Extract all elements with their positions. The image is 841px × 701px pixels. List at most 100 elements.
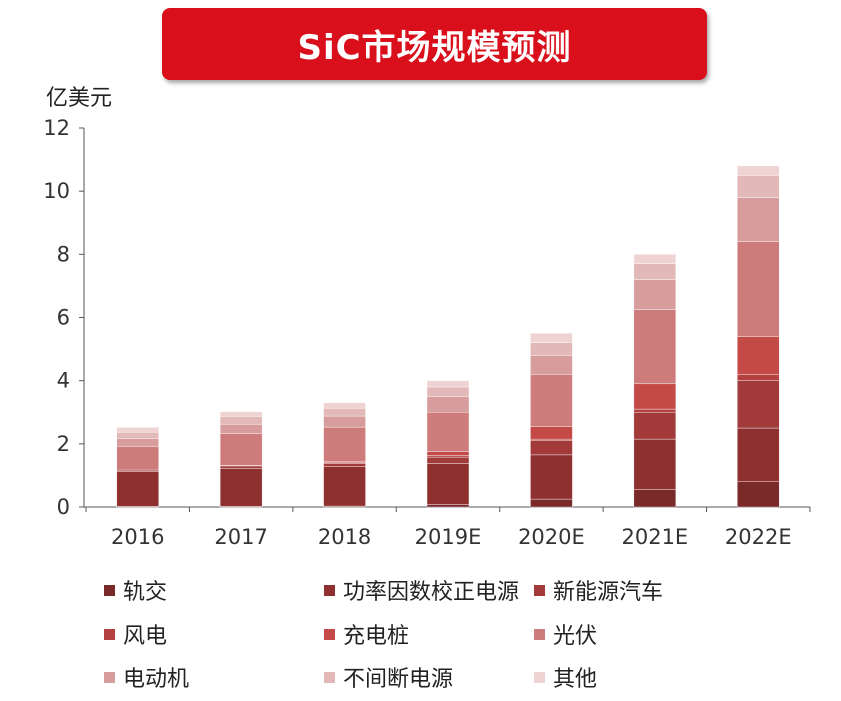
bar-segment-1 (737, 481, 780, 508)
bar-segment-2 (219, 468, 263, 507)
bar-segment-1 (426, 504, 470, 508)
bar-segment-7 (219, 424, 263, 434)
legend-label: 光伏 (553, 624, 598, 649)
chart-title: SiC市场规模预测 (297, 27, 572, 68)
legend-label: 不间断电源 (343, 667, 454, 692)
legend-item: 风电 (104, 618, 167, 650)
bar-segment-6 (219, 433, 263, 466)
bar-segment-6 (530, 374, 573, 427)
legend-label: 风电 (123, 624, 168, 649)
bar-segment-7 (530, 355, 573, 375)
y-tick-label: 0 (57, 495, 70, 519)
bar-segment-7 (633, 279, 677, 310)
chart-legend: 轨交 功率因数校正电源 新能源汽车风电 充电桩 光伏电动机 不间断电源 其他 (104, 566, 804, 696)
bar-segment-3 (116, 469, 159, 472)
x-tick-label: 2021E (621, 525, 688, 549)
bar-segment-2 (323, 466, 366, 507)
bar-segment-5 (737, 336, 780, 375)
x-tick-label: 2017 (214, 525, 267, 549)
bar-segment-1 (633, 489, 677, 508)
legend-label: 充电桩 (343, 624, 410, 649)
bar-segment-8 (323, 407, 366, 417)
x-tick-label: 2016 (111, 525, 164, 549)
bar-segment-4 (426, 455, 470, 458)
bar-segment-3 (530, 440, 573, 456)
legend-label: 其他 (553, 667, 598, 692)
bar-segment-8 (116, 431, 159, 439)
bar-segment-7 (323, 415, 366, 428)
legend-item: 轨交 (104, 574, 167, 606)
y-axis-unit-label: 亿美元 (46, 86, 113, 111)
bar-segment-2 (426, 463, 470, 505)
bar-segment-5 (426, 451, 470, 456)
bar-segment-9 (323, 402, 366, 409)
bar-segment-2 (633, 438, 677, 490)
bar-segment-4 (530, 438, 573, 441)
y-tick-label: 4 (57, 369, 70, 393)
x-tick-label: 2018 (318, 525, 371, 549)
legend-label: 电动机 (123, 667, 190, 692)
bar-segment-3 (737, 380, 780, 429)
bar-segment-7 (737, 197, 780, 242)
title-banner: SiC市场规模预测 (162, 8, 707, 80)
x-tick-label: 2020E (518, 525, 585, 549)
legend-swatch (534, 584, 545, 596)
bar-segment-1 (530, 498, 573, 508)
legend-swatch (534, 671, 545, 683)
bar-segment-7 (116, 438, 159, 447)
legend-swatch (324, 628, 335, 640)
legend-item: 不间断电源 (324, 661, 453, 693)
bar-segment-8 (633, 263, 677, 280)
legend-label: 功率因数校正电源 (343, 580, 520, 605)
bar-segment-8 (219, 416, 263, 425)
bar-segment-3 (323, 463, 366, 467)
bar-segment-3 (633, 412, 677, 440)
bar-segment-3 (219, 465, 263, 469)
bar-segment-5 (530, 426, 573, 440)
bar-segment-6 (426, 412, 470, 452)
legend-swatch (324, 671, 335, 683)
bar-segment-5 (633, 383, 677, 410)
legend-label: 新能源汽车 (553, 580, 664, 605)
y-tick-label: 6 (57, 306, 70, 330)
x-tick-label: 2019E (415, 525, 482, 549)
bar-segment-9 (737, 165, 780, 176)
y-tick-label: 10 (43, 179, 70, 203)
bar-segment-9 (116, 427, 159, 433)
bar-segment-2 (530, 454, 573, 500)
stacked-bar-chart: 0 2 4 6 8 10 12 2016 2017 2018 2019E 2020E 2021E 2022… (43, 116, 811, 549)
legend-swatch (104, 628, 115, 640)
bar-segment-8 (737, 175, 780, 198)
bar-segment-4 (737, 374, 780, 381)
legend-item: 功率因数校正电源 (324, 574, 519, 606)
legend-swatch (104, 584, 115, 596)
y-tick-label: 12 (43, 116, 70, 140)
bar-segment-9 (530, 333, 573, 343)
bar-segment-6 (323, 426, 366, 463)
bar-segment-9 (219, 411, 263, 417)
y-tick-label: 8 (57, 242, 70, 266)
bar-segment-2 (737, 427, 780, 482)
legend-item: 其他 (534, 661, 597, 693)
bar-segment-9 (633, 254, 677, 265)
legend-swatch (104, 671, 115, 683)
legend-label: 轨交 (123, 580, 168, 605)
legend-item: 电动机 (104, 661, 189, 693)
bar-segment-8 (426, 386, 470, 397)
bar-segment-4 (633, 408, 677, 413)
bar-segment-7 (426, 396, 470, 413)
bar-segment-9 (426, 380, 470, 388)
legend-item: 充电桩 (324, 618, 409, 650)
bar-segment-8 (530, 342, 573, 356)
bar-segment-3 (426, 456, 470, 464)
legend-swatch (324, 584, 335, 596)
x-tick-label: 2022E (725, 525, 792, 549)
bar-segment-2 (116, 471, 159, 507)
legend-item: 新能源汽车 (534, 574, 663, 606)
bar-segment-6 (633, 309, 677, 385)
legend-item: 光伏 (534, 618, 597, 650)
bar-segment-6 (116, 446, 159, 471)
y-tick-label: 2 (57, 432, 70, 456)
bar-segment-6 (737, 241, 780, 337)
legend-swatch (534, 628, 545, 640)
